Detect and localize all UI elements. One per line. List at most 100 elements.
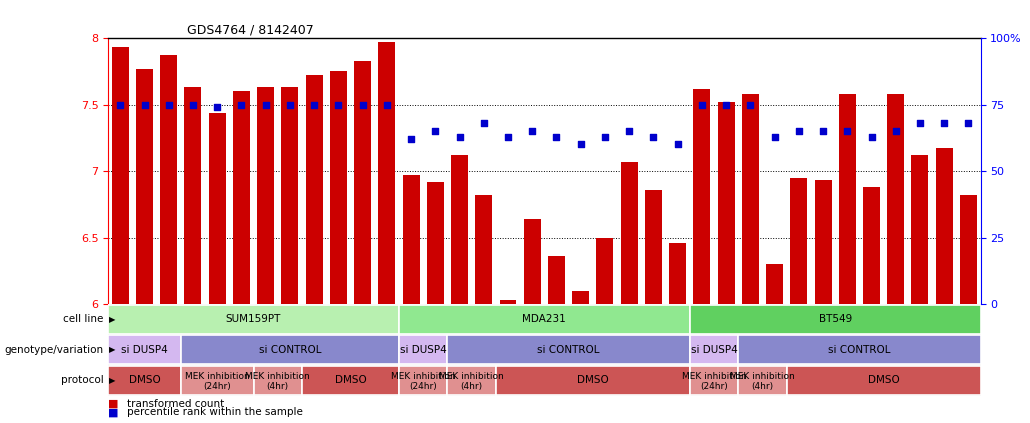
- Text: (24hr): (24hr): [700, 382, 728, 391]
- Point: [331, 101, 347, 108]
- Point: [476, 120, 492, 126]
- Bar: [447, 365, 495, 395]
- Point: [670, 141, 686, 148]
- Bar: [548, 256, 564, 304]
- Point: [742, 101, 758, 108]
- Bar: [838, 94, 856, 304]
- Point: [863, 133, 880, 140]
- Text: si CONTROL: si CONTROL: [259, 345, 321, 355]
- Point: [306, 101, 322, 108]
- Point: [427, 128, 444, 135]
- Point: [645, 133, 661, 140]
- Bar: [815, 181, 831, 304]
- Point: [960, 120, 976, 126]
- Point: [888, 128, 904, 135]
- Point: [233, 101, 249, 108]
- Text: DMSO: DMSO: [129, 375, 161, 385]
- Bar: [766, 264, 783, 304]
- Bar: [935, 148, 953, 304]
- Point: [281, 101, 298, 108]
- Text: (24hr): (24hr): [409, 382, 437, 391]
- Bar: [233, 91, 250, 304]
- Point: [766, 133, 783, 140]
- Bar: [524, 219, 541, 304]
- Point: [184, 101, 201, 108]
- Bar: [690, 335, 739, 365]
- Bar: [645, 190, 662, 304]
- Text: DMSO: DMSO: [577, 375, 609, 385]
- Bar: [718, 102, 734, 304]
- Bar: [960, 195, 976, 304]
- Bar: [495, 365, 690, 395]
- Text: MEK inhibition: MEK inhibition: [439, 372, 504, 381]
- Bar: [399, 365, 447, 395]
- Point: [839, 128, 856, 135]
- Bar: [136, 69, 153, 304]
- Bar: [739, 365, 787, 395]
- Text: BT549: BT549: [819, 314, 852, 324]
- Text: (24hr): (24hr): [203, 382, 231, 391]
- Bar: [181, 365, 253, 395]
- Point: [112, 101, 129, 108]
- Point: [500, 133, 516, 140]
- Bar: [596, 238, 614, 304]
- Point: [791, 128, 808, 135]
- Text: DMSO: DMSO: [867, 375, 899, 385]
- Bar: [693, 89, 711, 304]
- Text: ▶: ▶: [109, 315, 115, 324]
- Bar: [108, 305, 399, 334]
- Bar: [161, 55, 177, 304]
- Bar: [399, 305, 690, 334]
- Text: GDS4764 / 8142407: GDS4764 / 8142407: [186, 24, 313, 37]
- Bar: [690, 305, 981, 334]
- Bar: [742, 94, 759, 304]
- Point: [354, 101, 371, 108]
- Text: MEK inhibition: MEK inhibition: [682, 372, 747, 381]
- Point: [258, 101, 274, 108]
- Point: [379, 101, 396, 108]
- Bar: [426, 182, 444, 304]
- Bar: [306, 75, 322, 304]
- Bar: [621, 162, 638, 304]
- Point: [936, 120, 953, 126]
- Bar: [451, 155, 468, 304]
- Text: DMSO: DMSO: [335, 375, 367, 385]
- Bar: [573, 291, 589, 304]
- Bar: [447, 335, 690, 365]
- Text: si DUSP4: si DUSP4: [400, 345, 447, 355]
- Bar: [108, 365, 181, 395]
- Text: protocol: protocol: [61, 375, 104, 385]
- Point: [136, 101, 152, 108]
- Point: [815, 128, 831, 135]
- Text: MEK inhibition: MEK inhibition: [245, 372, 310, 381]
- Bar: [887, 94, 904, 304]
- Bar: [670, 243, 686, 304]
- Text: MEK inhibition: MEK inhibition: [184, 372, 249, 381]
- Point: [596, 133, 613, 140]
- Text: MEK inhibition: MEK inhibition: [390, 372, 455, 381]
- Text: MEK inhibition: MEK inhibition: [730, 372, 795, 381]
- Bar: [108, 335, 181, 365]
- Bar: [500, 300, 516, 304]
- Point: [573, 141, 589, 148]
- Text: (4hr): (4hr): [267, 382, 288, 391]
- Bar: [739, 335, 981, 365]
- Bar: [403, 175, 419, 304]
- Bar: [281, 87, 299, 304]
- Text: (4hr): (4hr): [460, 382, 483, 391]
- Point: [403, 136, 419, 143]
- Bar: [112, 47, 129, 304]
- Text: ▶: ▶: [109, 376, 115, 385]
- Point: [548, 133, 564, 140]
- Point: [718, 101, 734, 108]
- Text: si DUSP4: si DUSP4: [122, 345, 168, 355]
- Bar: [184, 87, 202, 304]
- Text: si CONTROL: si CONTROL: [538, 345, 599, 355]
- Text: SUM159PT: SUM159PT: [226, 314, 281, 324]
- Point: [912, 120, 928, 126]
- Text: si DUSP4: si DUSP4: [691, 345, 737, 355]
- Text: cell line: cell line: [64, 314, 104, 324]
- Bar: [181, 335, 399, 365]
- Text: ▶: ▶: [109, 345, 115, 354]
- Bar: [253, 365, 302, 395]
